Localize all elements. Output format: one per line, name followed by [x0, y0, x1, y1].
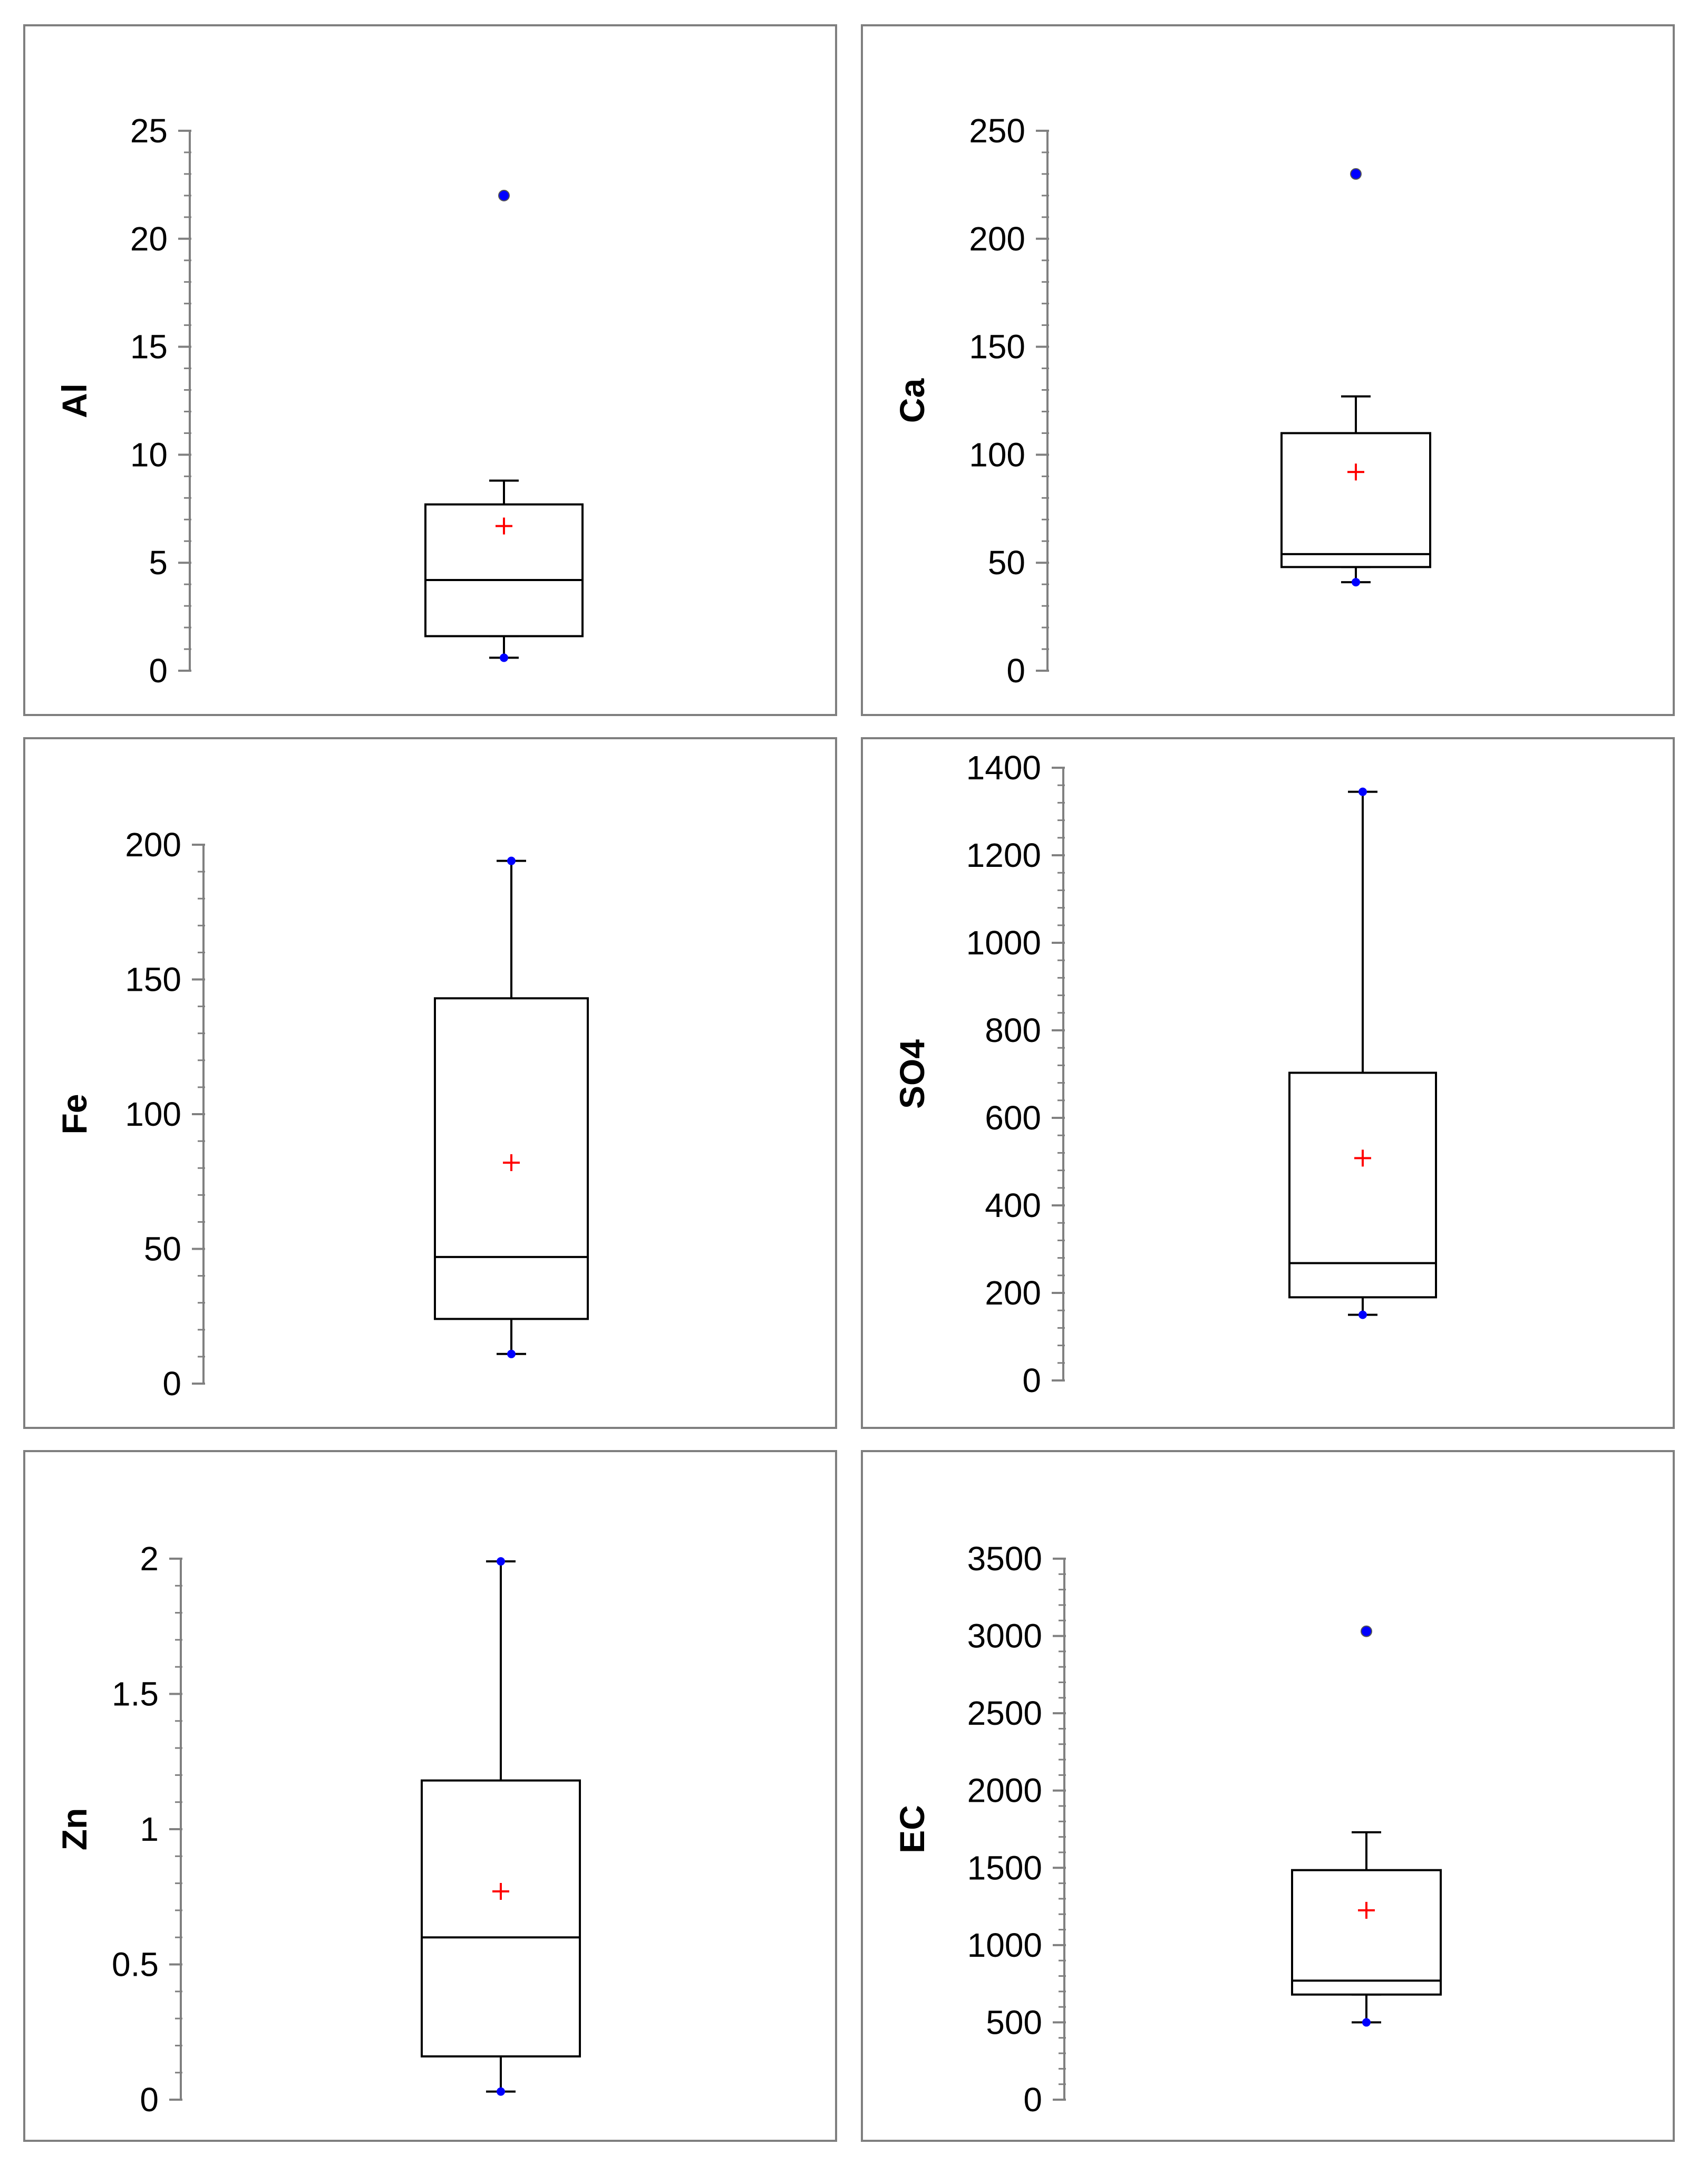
y-axis-title: Al [55, 383, 94, 418]
y-tick-label: 1400 [966, 749, 1041, 787]
min-point [1362, 2018, 1371, 2027]
y-tick-label: 0 [140, 2081, 159, 2119]
y-axis-title: SO4 [892, 1039, 931, 1109]
min-point [500, 653, 508, 662]
outlier-point [1350, 168, 1362, 180]
y-tick-label: 100 [969, 436, 1025, 474]
y-tick-label: 150 [969, 328, 1025, 366]
outlier-point [1361, 1625, 1372, 1637]
y-tick-label: 0 [149, 652, 168, 690]
iqr-box [1288, 1071, 1437, 1299]
chart-ca-svg: 0 50 100 150 200 250 Ca [892, 112, 1431, 690]
chart-panel-al: 0 5 10 15 20 25 Al [23, 24, 837, 716]
y-tick-label: 800 [985, 1011, 1041, 1049]
chart-fe-svg: 0 50 100 150 200 Fe [55, 826, 589, 1403]
y-tick-label: 150 [125, 961, 181, 999]
y-tick-label: 1200 [966, 836, 1041, 874]
y-axis-title: Ca [892, 378, 931, 423]
y-tick-label: 5 [149, 544, 168, 582]
min-point [1352, 578, 1360, 587]
y-tick-label: 400 [985, 1186, 1041, 1224]
iqr-box [1280, 432, 1431, 568]
y-tick-label: 10 [130, 436, 168, 474]
y-tick-label: 0.5 [112, 1946, 159, 1984]
min-point [497, 2087, 505, 2096]
iqr-box [1291, 1869, 1442, 1996]
y-tick-label: 1000 [966, 924, 1041, 962]
max-point [497, 1557, 505, 1566]
y-tick-label: 15 [130, 328, 168, 366]
min-point [507, 1349, 516, 1358]
max-point [1358, 787, 1367, 796]
y-tick-label: 0 [1022, 1361, 1041, 1399]
y-tick-label: 3000 [967, 1617, 1042, 1655]
y-tick-label: 200 [969, 220, 1025, 258]
chart-panel-so4: 0 200 400 600 800 1000 1200 1400 SO4 [861, 737, 1675, 1429]
chart-panel-fe: 0 50 100 150 200 Fe [23, 737, 837, 1429]
y-tick-label: 200 [985, 1274, 1041, 1312]
y-tick-label: 500 [986, 2003, 1042, 2041]
chart-panel-ca: 0 50 100 150 200 250 Ca [861, 24, 1675, 716]
y-tick-label: 250 [969, 112, 1025, 150]
y-axis-title: Fe [55, 1094, 94, 1134]
y-tick-label: 0 [1023, 2081, 1042, 2119]
outlier-point [498, 189, 510, 201]
y-tick-label: 1500 [967, 1849, 1042, 1887]
chart-panel-zn: 0 0.5 1 1.5 2 Zn [23, 1450, 837, 2142]
y-tick-label: 50 [144, 1230, 181, 1268]
max-point [507, 856, 516, 865]
y-tick-label: 1000 [967, 1926, 1042, 1964]
y-tick-label: 100 [125, 1095, 181, 1133]
min-point [1358, 1310, 1367, 1319]
chart-panel-ec: 0 500 1000 1500 2000 2500 3000 3500 EC [861, 1450, 1675, 2142]
iqr-box [421, 1779, 581, 2057]
chart-so4-svg: 0 200 400 600 800 1000 1200 1400 SO4 [892, 749, 1437, 1399]
y-tick-label: 50 [988, 544, 1025, 582]
y-axis-title: EC [892, 1805, 931, 1853]
y-tick-label: 1 [140, 1810, 159, 1848]
y-tick-label: 0 [162, 1365, 181, 1403]
y-tick-label: 2 [140, 1540, 159, 1578]
y-tick-label: 0 [1006, 652, 1025, 690]
y-tick-label: 1.5 [112, 1675, 159, 1713]
y-tick-label: 20 [130, 220, 168, 258]
y-tick-label: 25 [130, 112, 168, 150]
y-tick-label: 3500 [967, 1540, 1042, 1578]
y-tick-label: 2000 [967, 1772, 1042, 1810]
chart-ec-svg: 0 500 1000 1500 2000 2500 3000 3500 EC [892, 1540, 1442, 2119]
chart-al-svg: 0 5 10 15 20 25 Al [55, 112, 584, 690]
y-axis-title: Zn [55, 1808, 94, 1851]
y-tick-label: 200 [125, 826, 181, 864]
chart-zn-svg: 0 0.5 1 1.5 2 Zn [55, 1540, 581, 2119]
y-tick-label: 2500 [967, 1694, 1042, 1732]
y-tick-label: 600 [985, 1099, 1041, 1137]
